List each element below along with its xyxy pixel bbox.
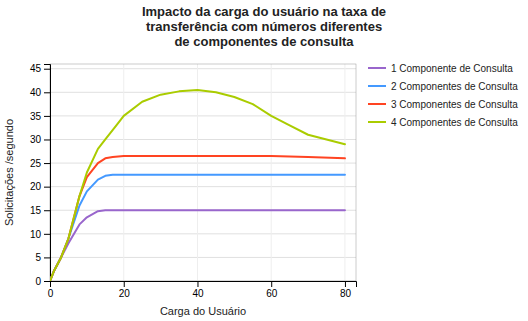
y-axis-tick-label: 20	[30, 181, 42, 192]
y-axis-tick-label: 45	[30, 63, 42, 74]
legend-item: 4 Componentes de Consulta	[368, 117, 518, 128]
y-axis-tick-label: 25	[30, 158, 42, 169]
grid-line-y	[50, 186, 356, 187]
grid-line-x	[344, 64, 345, 281]
y-axis-tick-mark	[44, 210, 50, 211]
x-axis-tick-mark	[345, 281, 346, 287]
title: Impacto da carga do usuário na taxa detr…	[142, 4, 386, 49]
y-axis-tick-label: 30	[30, 134, 42, 145]
x-axis-tick: 40	[192, 281, 204, 299]
plot-frame	[50, 64, 356, 281]
y-axis-tick-label: 10	[30, 229, 42, 240]
legend-swatch	[368, 67, 386, 69]
y-axis-line	[44, 65, 51, 282]
x-axis-tick: 20	[119, 281, 131, 299]
x-axis-tick-mark	[271, 281, 272, 287]
x-axis-tick-label: 0	[48, 288, 54, 299]
x-axis-tick-label: 20	[119, 288, 131, 299]
y-axis-tick-mark	[44, 257, 50, 258]
y-axis-tick-mark	[44, 69, 50, 70]
chart-svg: Impacto da carga do usuário na taxa detr…	[0, 0, 528, 321]
legend-item: 1 Componente de Consulta	[368, 63, 513, 74]
legend-swatch	[368, 103, 386, 105]
legend: 1 Componente de Consulta 2 Componentes de…	[368, 63, 518, 128]
x-axis-line	[51, 282, 357, 288]
legend-label: 2 Componentes de Consulta	[391, 81, 518, 92]
grid-line-x	[271, 64, 272, 281]
grid	[50, 64, 356, 281]
y-axis-tick: 40	[30, 87, 50, 98]
y-axis-tick: 20	[30, 181, 50, 192]
legend-label: 1 Componente de Consulta	[391, 63, 513, 74]
x-axis-tick-label: 60	[266, 288, 278, 299]
y-axis-tick-mark	[44, 234, 50, 235]
grid-line-x	[197, 64, 198, 281]
y-axis-tick: 0	[35, 276, 50, 287]
series-line	[50, 156, 345, 281]
grid-line-y	[50, 115, 356, 116]
x-axis-title: Carga do Usuário	[160, 305, 246, 317]
y-axis: 0 5 10 15 20 25 30 35 40 45	[30, 63, 51, 286]
x-axis-tick: 80	[340, 281, 352, 299]
x-axis-tick-label: 40	[192, 288, 204, 299]
y-axis-tick-label: 15	[30, 205, 42, 216]
y-axis-tick-mark	[44, 116, 50, 117]
y-axis-tick-label: 40	[30, 87, 42, 98]
series-line	[50, 175, 345, 281]
plot-area: 0 20 40 60 80 0 5 10 15 20 25 30 35 40 45	[30, 63, 357, 299]
x-axis-tick-mark	[197, 281, 198, 287]
y-axis-tick: 5	[35, 252, 50, 263]
chart-container: Impacto da carga do usuário na taxa detr…	[0, 0, 528, 321]
y-axis-tick: 10	[30, 229, 50, 240]
y-axis-tick-mark	[44, 281, 50, 282]
y-axis-tick-label: 35	[30, 111, 42, 122]
legend-item: 3 Componentes de Consulta	[368, 99, 518, 110]
y-axis-tick-mark	[44, 163, 50, 164]
x-axis-tick: 60	[266, 281, 278, 299]
legend-swatch	[368, 85, 386, 87]
legend-item: 2 Componentes de Consulta	[368, 81, 518, 92]
y-axis-tick-label: 0	[35, 276, 41, 287]
legend-label: 4 Componentes de Consulta	[391, 117, 518, 128]
grid-line-y	[50, 163, 356, 164]
y-axis-tick-label: 5	[35, 252, 41, 263]
legend-label: 3 Componentes de Consulta	[391, 99, 518, 110]
series-line	[50, 90, 345, 281]
x-axis-tick: 0	[48, 281, 54, 299]
grid-line-y	[50, 92, 356, 93]
x-axis: 0 20 40 60 80	[48, 281, 357, 299]
y-axis-tick: 15	[30, 205, 50, 216]
grid-line-y	[50, 257, 356, 258]
x-axis-tick-label: 80	[340, 288, 352, 299]
y-axis-title: Solicitações /segundo	[3, 119, 15, 226]
grid-line-y	[50, 139, 356, 140]
y-axis-tick: 25	[30, 158, 50, 169]
legend-swatch	[368, 121, 386, 123]
y-axis-tick: 45	[30, 63, 50, 74]
y-axis-tick-mark	[44, 92, 50, 93]
series-group	[50, 90, 345, 281]
y-axis-tick: 30	[30, 134, 50, 145]
y-axis-tick-mark	[44, 187, 50, 188]
grid-line-x	[123, 64, 124, 281]
grid-line-y	[50, 68, 356, 69]
y-axis-tick: 35	[30, 111, 50, 122]
grid-line-y	[50, 233, 356, 234]
y-axis-tick-mark	[44, 139, 50, 140]
x-axis-tick-mark	[124, 281, 125, 287]
series-line	[50, 210, 345, 281]
